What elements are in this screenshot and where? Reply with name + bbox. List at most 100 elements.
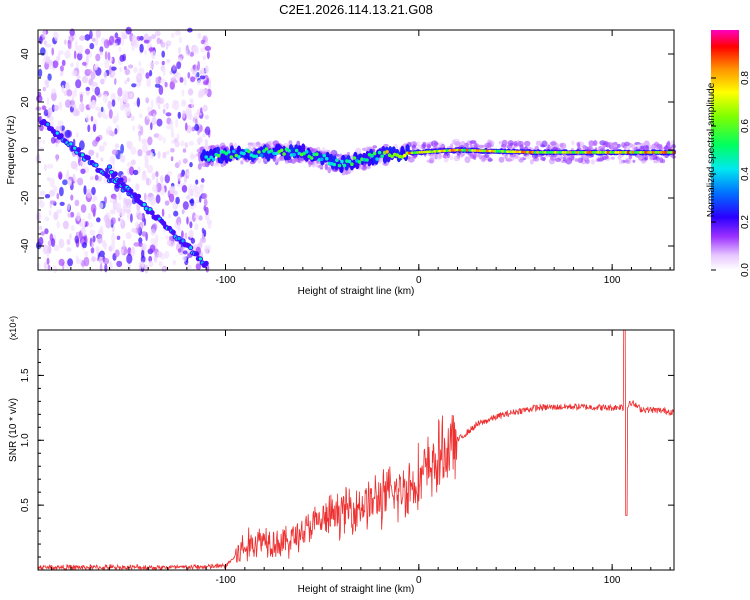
halo-blob — [503, 144, 507, 151]
noise-blob — [194, 201, 197, 208]
noise-blob — [151, 34, 157, 40]
noise-blob — [201, 178, 205, 183]
track-core-cell — [483, 149, 487, 153]
noise-blob — [63, 90, 68, 97]
noise-blob — [57, 120, 64, 127]
noise-blob — [67, 258, 73, 267]
noise-blob — [150, 122, 153, 131]
noise-blob — [163, 104, 169, 109]
noise-blob — [201, 88, 209, 95]
track-core-cell — [282, 152, 286, 156]
noise-blob — [94, 37, 99, 46]
noise-blob — [110, 209, 115, 215]
noise-blob — [94, 86, 101, 96]
noise-blob — [155, 76, 161, 85]
halo-blob — [640, 160, 647, 164]
diag-cell — [132, 192, 138, 198]
noise-blob — [90, 247, 95, 254]
noise-blob — [144, 97, 150, 104]
colorbar: 0.0 0.2 0.4 0.6 0.8 Normalized spectral ampl… — [706, 30, 750, 277]
noise-blob — [146, 106, 153, 113]
noise-blob — [57, 171, 63, 180]
halo-blob — [565, 157, 573, 165]
halo-blob — [498, 156, 505, 163]
halo-blob — [618, 159, 624, 165]
colorbar-tick-label: 0.4 — [740, 167, 750, 181]
noise-blob — [200, 47, 206, 53]
noise-blob — [45, 56, 51, 65]
halo-blob — [535, 140, 543, 146]
noise-blob — [200, 107, 203, 114]
track-core-cell — [571, 151, 575, 154]
noise-blob — [102, 93, 108, 104]
track-core-cell — [287, 149, 291, 153]
noise-blob — [83, 185, 87, 195]
snr-scale-label: (x10⁴) — [8, 316, 18, 340]
diag-cell — [149, 210, 155, 216]
noise-blob — [61, 59, 66, 67]
halo-blob — [583, 155, 588, 161]
halo-blob — [429, 154, 436, 161]
noise-blob — [45, 78, 50, 89]
track-core-cell — [601, 151, 605, 154]
snr-series-line — [37, 329, 675, 572]
noise-blob — [138, 132, 142, 142]
track-core-cell — [254, 154, 259, 159]
noise-blob — [84, 34, 91, 41]
track-core-cell — [561, 151, 565, 154]
track-core-cell — [634, 151, 638, 154]
noise-blob — [181, 230, 184, 239]
noise-blob — [165, 150, 170, 155]
noise-blob — [52, 60, 59, 69]
noise-blob — [166, 239, 172, 247]
noise-blob — [61, 84, 65, 94]
noise-blob — [149, 69, 153, 77]
halo-blob — [250, 142, 258, 148]
track-core-cell — [485, 149, 490, 153]
noise-blob — [175, 196, 180, 205]
track-core-cell — [445, 149, 450, 153]
noise-blob — [131, 227, 137, 233]
snr-panel: -100 0 100 0.5 1.0 1.5 Height of straight lin… — [8, 316, 675, 595]
diag-core — [55, 131, 59, 135]
diag-core — [46, 122, 50, 126]
noise-blob — [155, 234, 159, 243]
halo-blob — [542, 157, 546, 162]
noise-blob — [114, 143, 120, 149]
noise-blob — [189, 188, 194, 197]
halo-blob — [426, 144, 431, 149]
halo-blob — [443, 154, 448, 159]
noise-blob — [86, 69, 93, 74]
noise-blob — [64, 39, 67, 45]
noise-blob — [47, 107, 53, 116]
noise-blob — [90, 115, 94, 122]
track-core-cell — [402, 153, 407, 158]
noise-blob — [148, 111, 154, 116]
noise-blob — [206, 51, 210, 60]
noise-blob — [182, 255, 187, 262]
diag-core — [69, 142, 73, 146]
noise-blob — [91, 241, 94, 248]
noise-blob — [126, 253, 133, 264]
noise-blob — [96, 152, 99, 159]
noise-blob — [157, 134, 163, 141]
halo-blob — [518, 158, 524, 163]
noise-blob — [85, 55, 89, 66]
track-core-cell — [621, 151, 626, 154]
track-core-cell — [227, 150, 231, 154]
diag-core — [142, 202, 146, 207]
noise-blob — [165, 235, 169, 240]
noise-blob — [162, 67, 166, 77]
noise-blob — [64, 129, 71, 138]
halo-blob — [484, 142, 492, 148]
spectrogram-ytick-label: -20 — [20, 190, 31, 205]
noise-blob — [47, 264, 51, 270]
track-core-cell — [583, 151, 588, 154]
track-core-cell — [211, 157, 216, 162]
halo-blob — [610, 142, 618, 149]
track-core-cell — [523, 150, 528, 154]
noise-blob — [170, 32, 175, 38]
noise-blob — [51, 88, 57, 94]
halo-blob — [478, 154, 483, 160]
noise-blob — [132, 169, 139, 176]
